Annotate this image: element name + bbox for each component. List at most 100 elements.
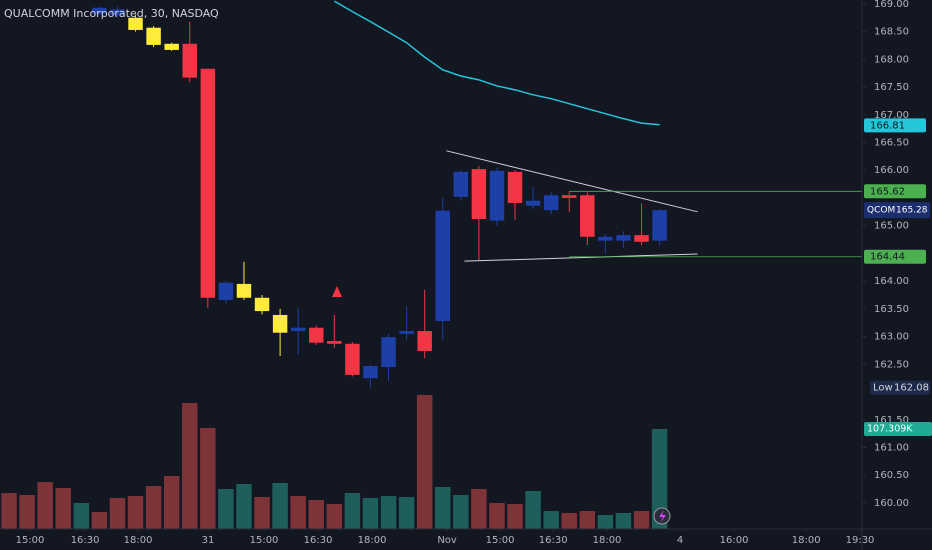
y-tick-label: 160.00	[874, 498, 909, 509]
candle-body	[507, 171, 523, 203]
level-tag-label: 165.62	[870, 186, 905, 197]
price-tags: 165.62 164.44 166.81 QCOM 165.28 Low 162.08 107…	[864, 118, 932, 436]
x-tick-label: 15:00	[250, 535, 279, 546]
volume-tag-label: 107.309K	[867, 423, 913, 434]
candle-body	[598, 236, 613, 241]
y-tick-label: 164.00	[874, 276, 909, 287]
volume-bar	[1, 493, 17, 529]
volume-bar	[272, 482, 288, 529]
volume-bar	[380, 496, 397, 529]
volume-bar	[127, 496, 144, 529]
last-price-symbol: QCOM	[867, 206, 895, 216]
x-tick-label: 16:30	[71, 535, 100, 546]
signal-marker	[332, 286, 342, 297]
candle-body	[453, 171, 469, 197]
y-tick-label: 161.50	[874, 415, 909, 426]
volume-bar	[182, 402, 198, 529]
x-tick-label: 18:00	[792, 535, 821, 546]
volume-bar	[597, 515, 614, 529]
x-tick-label: 18:00	[593, 535, 622, 546]
x-tick-label: 19:30	[846, 535, 875, 546]
volume-bar	[633, 511, 650, 529]
candle-body	[290, 327, 306, 332]
y-tick-label: 163.00	[874, 332, 909, 343]
candle-body	[92, 7, 107, 14]
volume-bar	[435, 486, 451, 529]
y-tick-label: 166.50	[874, 138, 909, 149]
x-tick-label: 4	[677, 535, 683, 546]
volume-bar	[507, 504, 523, 529]
y-tick-label: 166.00	[874, 165, 909, 176]
candle-body	[110, 9, 125, 15]
trendline	[464, 253, 698, 262]
trendline	[446, 150, 698, 213]
volume-bar	[73, 502, 90, 529]
low-tag	[870, 380, 930, 395]
candle-body	[417, 331, 432, 352]
moving-average	[333, 0, 660, 126]
candle-body	[146, 27, 161, 45]
volume-tag	[864, 421, 932, 436]
y-tick-label: 169.00	[874, 0, 909, 10]
volume-bar	[55, 487, 71, 529]
ma-tag	[864, 118, 926, 133]
volume-bar	[471, 489, 487, 529]
volume-bar	[344, 493, 361, 529]
volume-bar	[91, 512, 108, 529]
candle-body	[616, 235, 631, 241]
volume-bar	[236, 483, 252, 529]
candle-body	[381, 337, 396, 368]
candle-body	[363, 365, 378, 379]
y-tick-label: 165.00	[874, 221, 909, 232]
candle-body	[164, 43, 179, 50]
volume-bar	[37, 482, 53, 529]
level-tag	[864, 184, 926, 199]
x-tick-label: 16:30	[304, 535, 333, 546]
axes: 169.00 168.50 168.00 167.50 167.00 166.50 166.…	[16, 0, 909, 546]
price-pane	[92, 0, 862, 388]
low-tag-value: 162.08	[894, 383, 929, 394]
volume-bar	[326, 504, 343, 529]
candle-body	[543, 195, 559, 211]
volume-bar	[525, 490, 541, 529]
candle-body	[272, 314, 288, 333]
candle-body	[128, 17, 143, 30]
x-tick-label: 31	[202, 535, 215, 546]
candle-body	[489, 170, 505, 221]
candle-body	[580, 195, 595, 237]
volume-bar	[489, 502, 505, 529]
volume-bar	[398, 497, 415, 529]
candle-body	[218, 282, 234, 300]
level-tag-label: 164.44	[870, 252, 905, 263]
volume-bar	[290, 496, 306, 529]
x-tick-label: 18:00	[358, 535, 387, 546]
volume-bar	[218, 489, 234, 529]
volume-bar	[163, 475, 180, 529]
candle-body	[182, 43, 197, 78]
volume-bar	[362, 497, 379, 529]
volume-bar	[308, 500, 324, 529]
volume-bar	[254, 497, 270, 529]
y-tick-label: 167.50	[874, 82, 909, 93]
x-tick-label: 16:30	[539, 535, 568, 546]
volume-bar	[561, 512, 577, 529]
x-tick-label: Nov	[437, 535, 457, 546]
last-price-tag	[864, 202, 930, 219]
volume-bar	[19, 494, 35, 529]
volume-bar	[615, 512, 632, 529]
candle-body	[399, 331, 414, 334]
volume-bar	[579, 511, 596, 529]
event-icon-bolt	[659, 510, 666, 523]
candle-body	[634, 235, 649, 242]
x-tick-label: 18:00	[124, 535, 153, 546]
candle-body	[236, 283, 252, 298]
volume-bar	[453, 494, 469, 529]
chart-title: QUALCOMM Incorporated, 30, NASDAQ	[4, 7, 219, 20]
x-tick-label: 15:00	[486, 535, 515, 546]
y-tick-label: 163.50	[874, 304, 909, 315]
volume-bar	[651, 428, 668, 529]
low-tag-text: Low	[873, 383, 893, 394]
y-tick-label: 168.50	[874, 27, 909, 38]
candle-body	[200, 68, 216, 298]
